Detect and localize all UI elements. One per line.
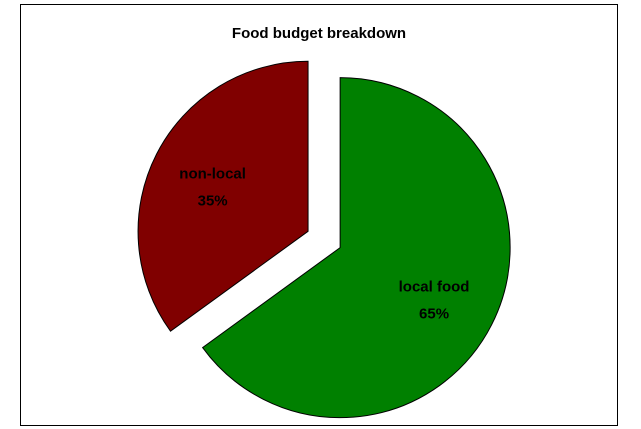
slice-label-name: local food — [399, 278, 470, 295]
chart-title: Food budget breakdown — [231, 25, 407, 42]
pie-slice-non-local — [137, 60, 309, 332]
slice-label-percent: 65% — [419, 305, 449, 322]
slice-label-name: non-local — [179, 166, 246, 183]
slice-label-percent: 35% — [198, 193, 228, 210]
pie-slice-local-food — [201, 77, 511, 419]
